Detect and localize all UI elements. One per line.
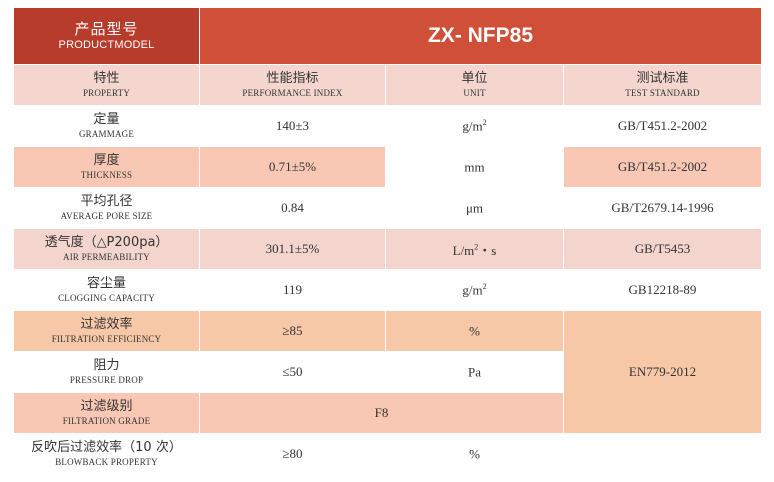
unit-base: μm: [465, 200, 484, 216]
unit-cell: %: [385, 310, 564, 352]
unit-sup: 2: [482, 117, 487, 127]
value-cell: 119: [199, 269, 386, 311]
value-cell: 140±3: [199, 105, 386, 147]
property-en: THICKNESS: [80, 170, 133, 180]
property-zh: 反吹后过滤效率（10 次）: [31, 440, 182, 455]
property-zh: 透气度（△P200pa）: [44, 235, 169, 250]
standard-cell-empty: [563, 433, 762, 475]
unit-base: mm: [464, 159, 485, 175]
column-header-en: UNIT: [463, 88, 486, 98]
column-header-zh: 性能指标: [266, 71, 319, 86]
unit-cell: %: [385, 433, 564, 475]
property-cell: 定量 GRAMMAGE: [13, 105, 200, 147]
shared-standard-cell: EN779-2012: [563, 310, 762, 434]
property-en: GRAMMAGE: [78, 129, 135, 139]
table-row: 厚度 THICKNESS 0.71±5% mm GB/T451.2-2002: [13, 146, 762, 188]
property-cell: 平均孔径 AVERAGE PORE SIZE: [13, 187, 200, 229]
unit-cell: L/m2・s: [385, 228, 564, 270]
value-cell: ≥80: [199, 433, 386, 475]
grade-value-cell: F8: [199, 392, 564, 434]
property-zh: 厚度: [93, 153, 120, 168]
property-en: FILTRATION EFFICIENCY: [51, 334, 162, 344]
model-header-row: 产品型号 PRODUCTMODEL ZX- NFP85: [13, 7, 762, 65]
column-header-en: PERFORMANCE INDEX: [242, 88, 343, 98]
column-header-property: 特性 PROPERTY: [13, 64, 200, 106]
property-cell: 厚度 THICKNESS: [13, 146, 200, 188]
column-header-zh: 测试标准: [636, 71, 689, 86]
table-row: 反吹后过滤效率（10 次） BLOWBACK PROPERTY ≥80 %: [13, 433, 762, 475]
unit-base: g/m: [462, 118, 483, 134]
model-label-en: PRODUCTMODEL: [58, 39, 155, 51]
property-zh: 容尘量: [86, 276, 126, 291]
column-header-zh: 单位: [461, 71, 488, 86]
unit-base: Pa: [468, 364, 481, 380]
column-header-unit: 单位 UNIT: [385, 64, 564, 106]
unit-cell: g/m2: [385, 269, 564, 311]
property-en: FILTRATION GRADE: [62, 416, 151, 426]
unit-cell: μm: [385, 187, 564, 229]
table-row: 容尘量 CLOGGING CAPACITY 119 g/m2 GB12218-8…: [13, 269, 762, 311]
property-zh: 阻力: [93, 358, 120, 373]
standard-cell: GB/T2679.14-1996: [563, 187, 762, 229]
value-cell: 0.71±5%: [199, 146, 386, 188]
unit-cell: mm: [385, 146, 564, 188]
table-row: 透气度（△P200pa） AIR PERMEABILITY 301.1±5% L…: [13, 228, 762, 270]
value-cell: ≤50: [199, 351, 386, 393]
column-header-en: PROPERTY: [82, 88, 131, 98]
property-zh: 平均孔径: [80, 194, 133, 209]
unit-sup: 2: [474, 242, 479, 252]
value-cell: 0.84: [199, 187, 386, 229]
column-header-zh: 特性: [93, 71, 120, 86]
standard-cell: GB/T5453: [563, 228, 762, 270]
table-row: 定量 GRAMMAGE 140±3 g/m2 GB/T451.2-2002: [13, 105, 762, 147]
column-header-row: 特性 PROPERTY 性能指标 PERFORMANCE INDEX 单位 UN…: [13, 64, 762, 106]
standard-cell: GB/T451.2-2002: [563, 146, 762, 188]
property-cell: 透气度（△P200pa） AIR PERMEABILITY: [13, 228, 200, 270]
property-en: CLOGGING CAPACITY: [58, 293, 155, 303]
column-header-en: TEST STANDARD: [625, 88, 700, 98]
value-cell: ≥85: [199, 310, 386, 352]
table-row: 过滤效率 FILTRATION EFFICIENCY ≥85 % EN779-2…: [13, 310, 762, 434]
unit-base: g/m: [462, 282, 483, 298]
unit-cell: g/m2: [385, 105, 564, 147]
standard-cell: GB12218-89: [563, 269, 762, 311]
property-cell: 过滤级别 FILTRATION GRADE: [13, 392, 200, 434]
unit-tail: ・s: [478, 242, 497, 258]
property-cell: 容尘量 CLOGGING CAPACITY: [13, 269, 200, 311]
column-header-performance: 性能指标 PERFORMANCE INDEX: [199, 64, 386, 106]
property-zh: 过滤级别: [80, 399, 133, 414]
property-en: BLOWBACK PROPERTY: [55, 457, 158, 467]
unit-cell: Pa: [385, 351, 564, 393]
unit-base: %: [469, 446, 480, 462]
property-zh: 过滤效率: [80, 317, 133, 332]
property-en: AVERAGE PORE SIZE: [60, 211, 153, 221]
standard-cell: GB/T451.2-2002: [563, 105, 762, 147]
unit-sup: 2: [482, 281, 487, 291]
property-en: PRESSURE DROP: [69, 375, 144, 385]
property-en: AIR PERMEABILITY: [63, 252, 150, 262]
unit-base: %: [469, 323, 480, 339]
property-cell: 反吹后过滤效率（10 次） BLOWBACK PROPERTY: [13, 433, 200, 475]
property-cell: 过滤效率 FILTRATION EFFICIENCY: [13, 310, 200, 352]
unit-base: L/m: [452, 242, 475, 258]
column-header-standard: 测试标准 TEST STANDARD: [563, 64, 762, 106]
model-label-cell: 产品型号 PRODUCTMODEL: [13, 7, 200, 65]
value-cell: 301.1±5%: [199, 228, 386, 270]
property-cell: 阻力 PRESSURE DROP: [13, 351, 200, 393]
model-name: ZX- NFP85: [199, 7, 762, 65]
table-row: 平均孔径 AVERAGE PORE SIZE 0.84 μm GB/T2679.…: [13, 187, 762, 229]
property-zh: 定量: [93, 112, 120, 127]
model-label-zh: 产品型号: [74, 20, 139, 38]
spec-table: 产品型号 PRODUCTMODEL ZX- NFP85 特性 PROPERTY …: [13, 7, 762, 475]
